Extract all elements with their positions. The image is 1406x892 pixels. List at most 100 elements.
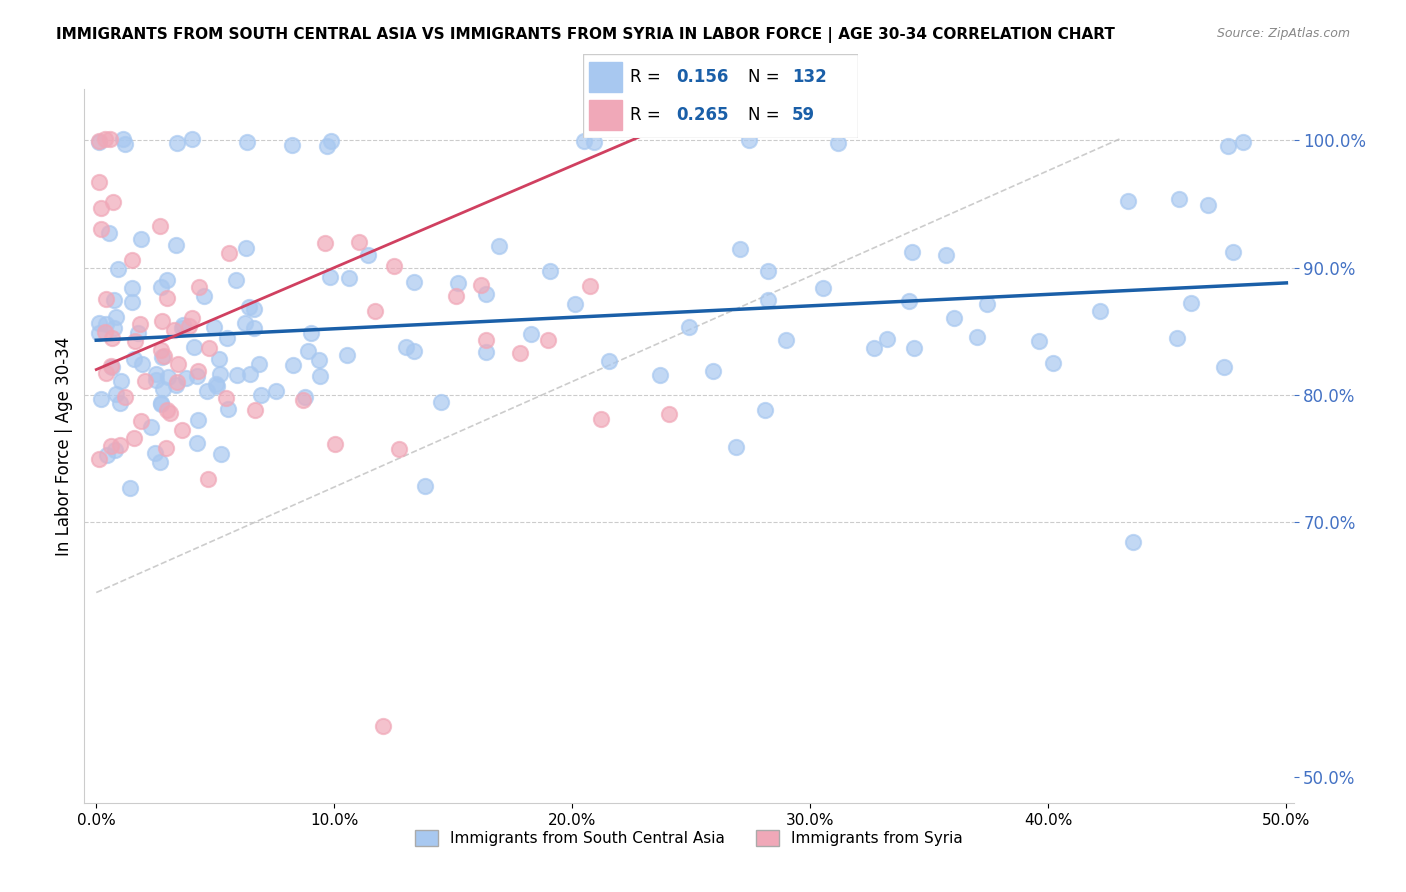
- Text: 0.265: 0.265: [676, 106, 730, 124]
- Point: [166, 136, 188, 150]
- Point: [775, 333, 797, 347]
- Point: [121, 253, 143, 268]
- Point: [1028, 334, 1050, 349]
- Point: [183, 340, 205, 354]
- Point: [446, 289, 468, 303]
- Point: [404, 343, 426, 358]
- Point: [98, 226, 121, 240]
- Point: [108, 396, 131, 410]
- Point: [976, 296, 998, 310]
- Point: [243, 302, 266, 317]
- Point: [153, 349, 176, 363]
- Point: [205, 379, 228, 393]
- Point: [124, 431, 146, 445]
- Point: [337, 270, 360, 285]
- Point: [236, 135, 259, 149]
- Point: [187, 280, 209, 294]
- Point: [363, 304, 385, 318]
- Text: N =: N =: [748, 106, 785, 124]
- Point: [243, 403, 266, 417]
- Point: [247, 357, 270, 371]
- Point: [233, 316, 256, 330]
- Point: [474, 333, 496, 347]
- Point: [319, 270, 342, 285]
- Point: [876, 332, 898, 346]
- Point: [308, 353, 330, 368]
- Point: [177, 318, 200, 333]
- Point: [217, 331, 239, 345]
- Point: [150, 350, 173, 364]
- Point: [186, 436, 208, 450]
- Point: [94, 292, 117, 306]
- Point: [209, 447, 232, 461]
- Point: [186, 369, 208, 384]
- Point: [187, 413, 209, 427]
- Point: [110, 374, 132, 388]
- Point: [172, 423, 194, 437]
- Point: [754, 403, 776, 417]
- Point: [239, 367, 262, 381]
- Point: [100, 359, 122, 373]
- Point: [1180, 295, 1202, 310]
- Point: [281, 138, 304, 153]
- Text: R =: R =: [630, 106, 666, 124]
- Point: [103, 321, 125, 335]
- Point: [156, 403, 179, 417]
- Point: [94, 318, 117, 332]
- Point: [650, 368, 672, 382]
- Point: [172, 321, 194, 335]
- Point: [357, 248, 380, 262]
- Point: [181, 132, 204, 146]
- Text: 59: 59: [792, 106, 815, 124]
- Point: [297, 344, 319, 359]
- Point: [215, 392, 238, 406]
- Point: [474, 287, 496, 301]
- Point: [131, 357, 153, 371]
- Point: [572, 134, 595, 148]
- Point: [488, 238, 510, 252]
- Point: [728, 242, 751, 256]
- Point: [149, 455, 172, 469]
- Point: [145, 367, 167, 381]
- Point: [336, 348, 359, 362]
- Point: [149, 219, 172, 233]
- Point: [238, 300, 260, 314]
- Point: [114, 136, 136, 151]
- Point: [143, 446, 166, 460]
- Point: [87, 316, 110, 330]
- Point: [156, 273, 179, 287]
- Point: [1216, 138, 1239, 153]
- Point: [100, 330, 122, 344]
- Point: [131, 232, 153, 246]
- Point: [225, 273, 247, 287]
- Point: [292, 393, 315, 408]
- Point: [90, 222, 112, 236]
- Point: [1197, 198, 1219, 212]
- Point: [98, 132, 121, 146]
- Point: [127, 326, 149, 340]
- Point: [811, 281, 834, 295]
- Point: [1042, 356, 1064, 370]
- Point: [903, 342, 925, 356]
- Point: [756, 263, 779, 277]
- Point: [94, 325, 117, 339]
- Point: [152, 382, 174, 396]
- Point: [738, 133, 761, 147]
- Point: [430, 395, 453, 409]
- Point: [250, 388, 273, 402]
- Point: [474, 344, 496, 359]
- Point: [347, 235, 370, 250]
- Point: [121, 295, 143, 310]
- Point: [942, 311, 965, 326]
- Point: [198, 341, 221, 355]
- Text: R =: R =: [630, 68, 666, 86]
- Point: [90, 392, 112, 406]
- Point: [299, 326, 322, 340]
- Point: [281, 358, 304, 372]
- Point: [100, 439, 122, 453]
- Point: [150, 279, 173, 293]
- Bar: [589, 100, 621, 130]
- Point: [165, 378, 187, 392]
- Point: [124, 334, 146, 348]
- Point: [582, 136, 605, 150]
